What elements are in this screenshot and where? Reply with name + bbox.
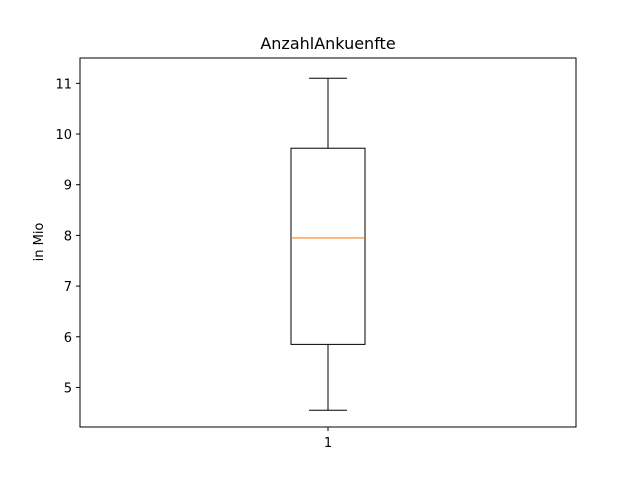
y-axis: 5 6 7 8 9 10 11 [55,77,80,396]
y-tick-label: 7 [64,280,72,295]
x-tick-label: 1 [324,436,332,451]
y-tick-label: 11 [55,77,72,92]
y-axis-label: in Mio [32,223,47,262]
boxplot-group [290,77,366,411]
y-tick-label: 10 [55,128,72,143]
y-tick-label: 6 [64,331,72,346]
y-tick-label: 8 [64,229,72,244]
x-axis: 1 [324,427,332,451]
y-tick-label: 9 [64,179,72,194]
chart-title: AnzahlAnkuenfte [260,34,395,53]
y-tick-label: 5 [64,381,72,396]
iqr-box [290,147,366,345]
